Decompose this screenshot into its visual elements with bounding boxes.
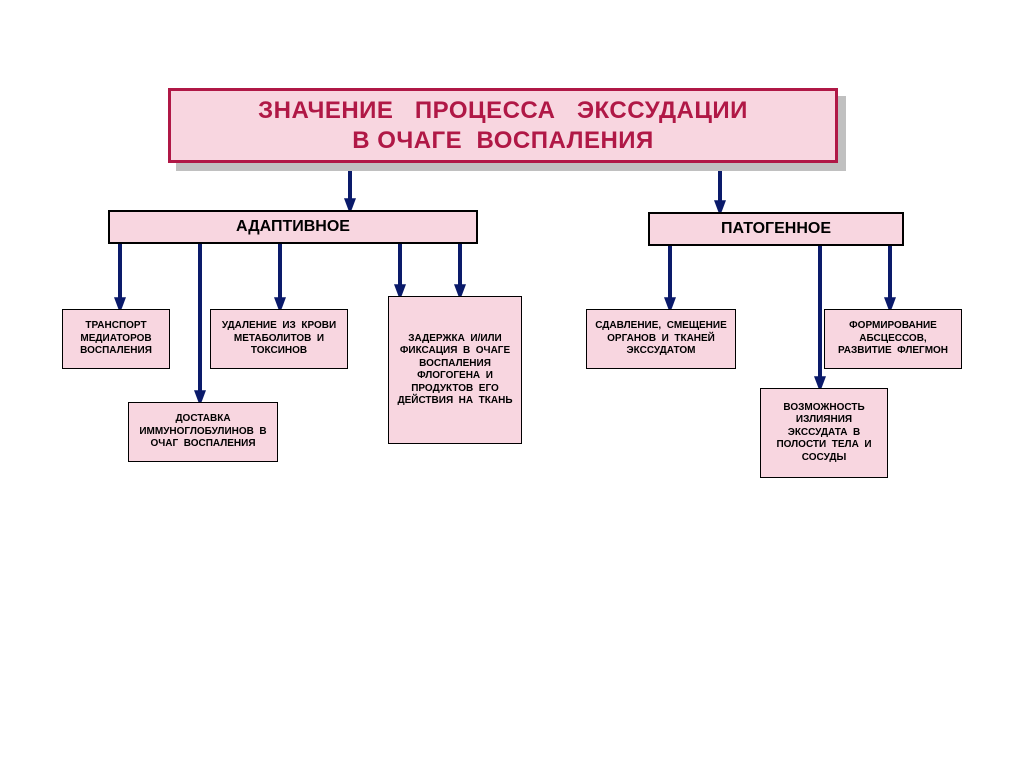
node-title: ЗНАЧЕНИЕ ПРОЦЕССА ЭКССУДАЦИИ В ОЧАГЕ ВОС…: [168, 88, 838, 163]
node-pathogenic: ПАТОГЕННОЕ: [648, 212, 904, 246]
node-adaptive: АДАПТИВНОЕ: [108, 210, 478, 244]
diagram-stage: ЗНАЧЕНИЕ ПРОЦЕССА ЭКССУДАЦИИ В ОЧАГЕ ВОС…: [0, 0, 1024, 767]
node-p3: ВОЗМОЖНОСТЬ ИЗЛИЯНИЯ ЭКССУДАТА В ПОЛОСТИ…: [760, 388, 888, 478]
node-a2: УДАЛЕНИЕ ИЗ КРОВИ МЕТАБОЛИТОВ И ТОКСИНОВ: [210, 309, 348, 369]
node-p2: ФОРМИРОВАНИЕ АБСЦЕССОВ, РАЗВИТИЕ ФЛЕГМОН: [824, 309, 962, 369]
node-a1: ТРАНСПОРТ МЕДИАТОРОВ ВОСПАЛЕНИЯ: [62, 309, 170, 369]
node-a3: ЗАДЕРЖКА И/ИЛИ ФИКСАЦИЯ В ОЧАГЕ ВОСПАЛЕН…: [388, 296, 522, 444]
node-p1: СДАВЛЕНИЕ, СМЕЩЕНИЕ ОРГАНОВ И ТКАНЕЙ ЭКС…: [586, 309, 736, 369]
node-a4: ДОСТАВКА ИММУНОГЛОБУЛИНОВ В ОЧАГ ВОСПАЛЕ…: [128, 402, 278, 462]
